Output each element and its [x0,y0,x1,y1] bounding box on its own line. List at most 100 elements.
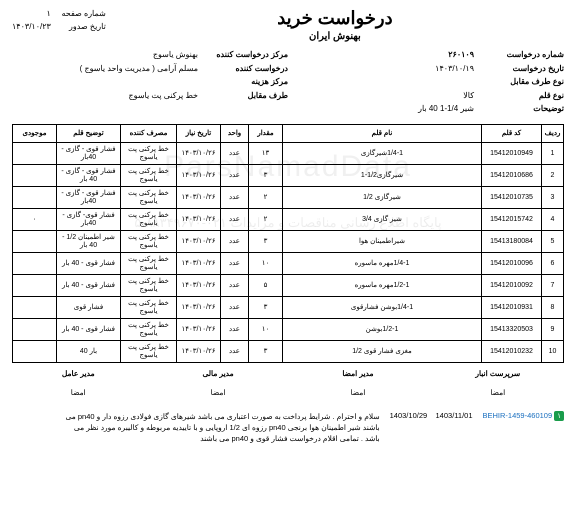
cell-idx: 10 [542,340,564,362]
cell-qty: ۲ [249,208,283,230]
cell-date: ۱۴۰۳/۱۰/۲۶ [177,252,221,274]
cell-stock: ۰ [13,208,57,230]
req-no-value: ۲۶۰۱۰۹ [448,48,474,62]
cost-center-label: مرکز هزینه [198,75,288,89]
page-number-label: شماره صفحه [51,8,106,21]
cell-name: 1/2-1مهره ماسوره [283,274,482,296]
cell-code: 15412010735 [482,186,542,208]
req-center-value: بهنوش یاسوج [153,48,198,62]
cell-qty: ۳ [249,296,283,318]
table-row: 515413180084شیراطمینان هوا۳عدد۱۴۰۳/۱۰/۲۶… [13,230,564,252]
sign-ceo-sub: امضا [12,388,144,397]
cell-idx: 9 [542,318,564,340]
notes-value: شیر 1/4-1 40 بار [418,102,474,116]
cell-desc: فشار قوی - 40 بار [57,252,121,274]
cell-qty: ۳ [249,164,283,186]
cell-name: شیرگازی 1/2 [283,186,482,208]
counter-type-label: نوع طرف مقابل [474,75,564,89]
cell-qty: ۵ [249,274,283,296]
cell-stock [13,340,57,362]
sign-manager-title: مدیر امضا [292,369,424,378]
header-meta: شماره صفحه۱ تاریخ صدور۱۴۰۳/۱۰/۲۳ [12,8,106,42]
cell-name: شیراطمینان هوا [283,230,482,252]
cell-stock [13,186,57,208]
table-row: 8154120109311/4-1بوشن فشارقوی۳عدد۱۴۰۳/۱۰… [13,296,564,318]
cell-unit: عدد [221,230,249,252]
cell-desc: فشار قوی - 40 بار [57,318,121,340]
req-no-label: شماره درخواست [474,48,564,62]
cell-stock [13,296,57,318]
cell-qty: ۱۳ [249,142,283,164]
cell-stock [13,142,57,164]
notes-label: توضیحات [474,102,564,116]
sign-manager-sub: امضا [292,388,424,397]
table-row: 415412015742شیر گازی 3/4۲عدد۱۴۰۳/۱۰/۲۶خط… [13,208,564,230]
cell-desc: بار 40 [57,340,121,362]
cell-date: ۱۴۰۳/۱۰/۲۶ [177,186,221,208]
cell-idx: 3 [542,186,564,208]
cell-stock [13,274,57,296]
cell-name: شیر گازی 3/4 [283,208,482,230]
table-row: 7154120100921/2-1مهره ماسوره۵عدد۱۴۰۳/۱۰/… [13,274,564,296]
cell-cons: خط پرکنی پت یاسوج [121,164,177,186]
counter-label: طرف مقابل [198,89,288,103]
table-row: 1015412010232مغزی فشار قوی 1/2۳عدد۱۴۰۳/۱… [13,340,564,362]
footer: ۱ BEHIR-1459-460109 1403/10/29 1403/11/0… [12,411,564,445]
cell-stock [13,230,57,252]
cell-code: 15412015742 [482,208,542,230]
cell-unit: عدد [221,318,249,340]
sign-finance: مدیر مالی امضا [152,369,284,397]
cell-idx: 1 [542,142,564,164]
cell-name: 1/4-1مهره ماسوره [283,252,482,274]
footer-date1: 1403/10/29 [390,411,428,420]
requester-value: مسلم آرامی ( مدیریت واحد یاسوج ) [80,62,198,76]
cell-cons: خط پرکنی پت یاسوج [121,340,177,362]
cell-code: 15412010949 [482,142,542,164]
cell-desc: شیر اطمینان 1/2 - 40 بار [57,230,121,252]
cell-unit: عدد [221,186,249,208]
table-row: 1154120109491/4-1شیرگازی۱۳عدد۱۴۰۳/۱۰/۲۶خ… [13,142,564,164]
col-stock: موجودی [13,124,57,142]
col-need-date: تاریخ نیاز [177,124,221,142]
cell-code: 15413320503 [482,318,542,340]
req-center-label: مرکز درخواست کننده [198,48,288,62]
cell-date: ۱۴۰۳/۱۰/۲۶ [177,296,221,318]
requester-label: درخواست کننده [198,62,288,76]
table-row: 9154133205031/2-1بوشن۱۰عدد۱۴۰۳/۱۰/۲۶خط پ… [13,318,564,340]
footer-ref: BEHIR-1459-460109 [483,411,553,420]
table-row: 315412010735شیرگازی 1/2۲عدد۱۴۰۳/۱۰/۲۶خط … [13,186,564,208]
footer-note: سلام و احترام . شرایط پرداخت به صورت اعت… [59,411,379,445]
cell-unit: عدد [221,274,249,296]
cell-date: ۱۴۰۳/۱۰/۲۶ [177,230,221,252]
cell-cons: خط پرکنی پت یاسوج [121,252,177,274]
cell-stock [13,164,57,186]
col-qty: مقدار [249,124,283,142]
sign-manager: مدیر امضا امضا [292,369,424,397]
sign-finance-sub: امضا [152,388,284,397]
col-name: نام قلم [283,124,482,142]
cell-desc: فشار قوی - گازی - 40بار [57,142,121,164]
cell-cons: خط پرکنی پت یاسوج [121,230,177,252]
cell-qty: ۳ [249,340,283,362]
cell-date: ۱۴۰۳/۱۰/۲۶ [177,340,221,362]
signatures: سرپرست انبار امضا مدیر امضا امضا مدیر ما… [12,369,564,397]
cell-desc: فشار قوی [57,296,121,318]
cell-unit: عدد [221,208,249,230]
item-type-value: کالا [463,89,474,103]
cell-code: 15412010096 [482,252,542,274]
cell-cons: خط پرکنی پت یاسوج [121,318,177,340]
col-unit: واحد [221,124,249,142]
cell-cons: خط پرکنی پت یاسوج [121,296,177,318]
req-date-label: تاریخ درخواست [474,62,564,76]
footer-ref-block: ۱ BEHIR-1459-460109 [483,411,565,421]
cell-cons: خط پرکنی پت یاسوج [121,274,177,296]
table-header-row: ردیف کد قلم نام قلم مقدار واحد تاریخ نیا… [13,124,564,142]
issue-date-label: تاریخ صدور [51,21,106,34]
cell-name: مغزی فشار قوی 1/2 [283,340,482,362]
cell-unit: عدد [221,340,249,362]
title-block: درخواست خرید بهنوش ایران [106,8,564,42]
cell-stock [13,318,57,340]
sign-warehouse-sub: امضا [432,388,564,397]
col-code: کد قلم [482,124,542,142]
cell-cons: خط پرکنی پت یاسوج [121,142,177,164]
